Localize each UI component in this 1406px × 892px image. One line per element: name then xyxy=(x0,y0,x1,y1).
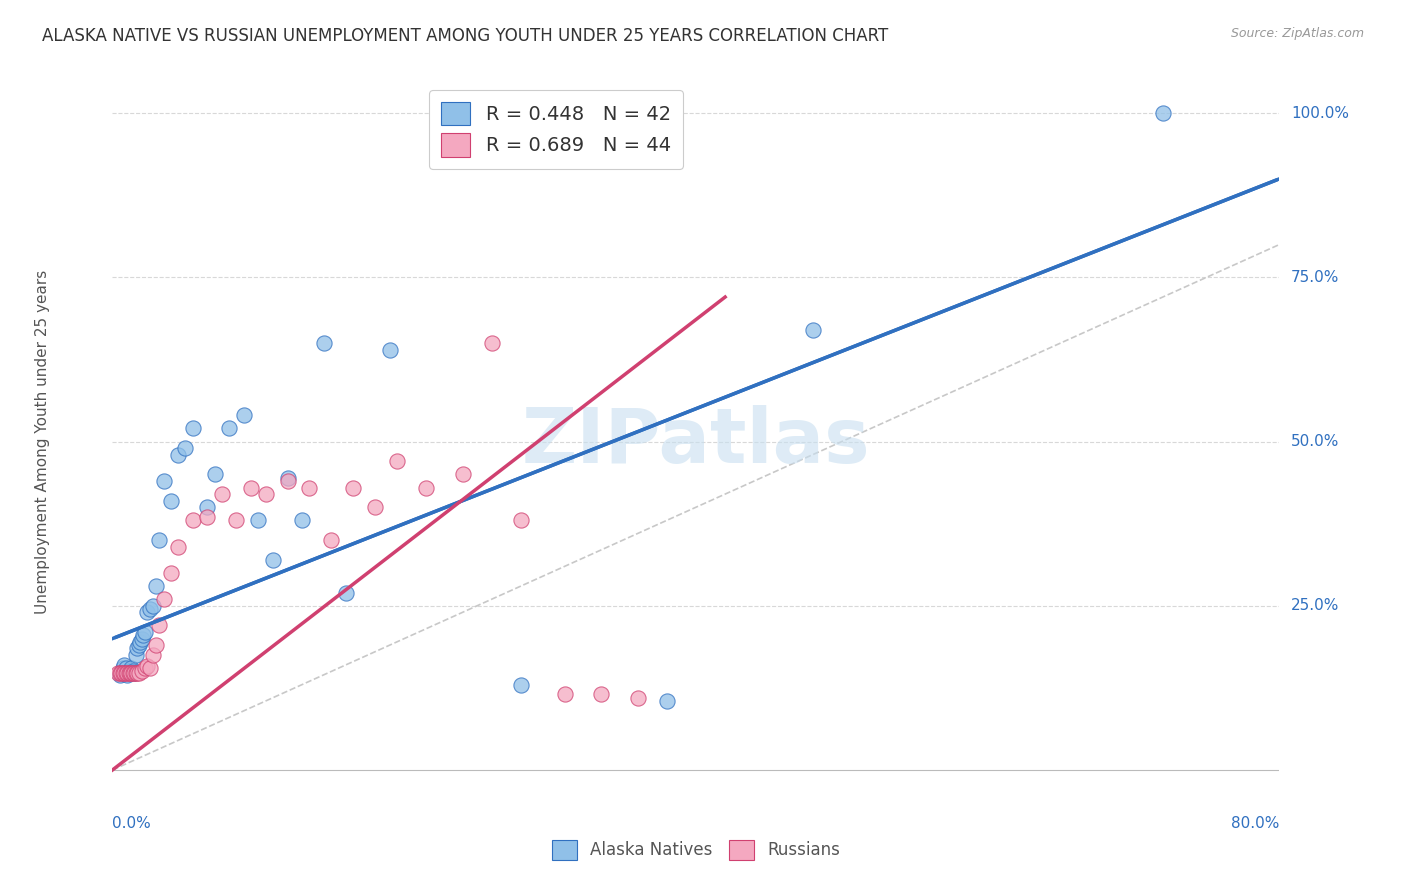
Point xyxy=(124,665,146,680)
Point xyxy=(415,481,437,495)
Point xyxy=(174,441,197,455)
Text: 25.0%: 25.0% xyxy=(1291,599,1340,613)
Point xyxy=(218,421,240,435)
Point xyxy=(225,513,247,527)
Point xyxy=(142,599,165,613)
Point xyxy=(152,592,174,607)
Point xyxy=(142,648,165,662)
Point xyxy=(129,635,152,649)
Point xyxy=(627,690,650,705)
Point xyxy=(181,513,204,527)
Point xyxy=(124,665,146,680)
Point xyxy=(195,500,218,515)
Point xyxy=(167,540,190,554)
Point xyxy=(136,605,159,619)
Point xyxy=(385,454,408,468)
Point xyxy=(136,659,159,673)
Point xyxy=(591,687,613,701)
Point xyxy=(108,667,131,681)
Point xyxy=(112,657,135,672)
Text: ALASKA NATIVE VS RUSSIAN UNEMPLOYMENT AMONG YOUTH UNDER 25 YEARS CORRELATION CHA: ALASKA NATIVE VS RUSSIAN UNEMPLOYMENT AM… xyxy=(42,27,889,45)
Point xyxy=(364,500,387,515)
Point xyxy=(117,665,139,679)
Point xyxy=(181,421,204,435)
Point xyxy=(312,336,335,351)
Point xyxy=(451,467,474,482)
Text: ZIPatlas: ZIPatlas xyxy=(522,405,870,478)
Point xyxy=(481,336,503,351)
Point xyxy=(118,665,141,679)
Point xyxy=(167,448,190,462)
Point xyxy=(160,493,183,508)
Point xyxy=(509,513,531,527)
Point xyxy=(115,667,138,681)
Point xyxy=(342,481,364,495)
Point xyxy=(118,665,141,680)
Point xyxy=(110,665,132,680)
Point xyxy=(128,665,150,680)
Point xyxy=(139,661,162,675)
Point xyxy=(195,510,218,524)
Text: Source: ZipAtlas.com: Source: ZipAtlas.com xyxy=(1230,27,1364,40)
Point xyxy=(111,661,134,675)
Point xyxy=(131,632,153,646)
Point xyxy=(145,579,167,593)
Point xyxy=(117,665,139,680)
Text: 0.0%: 0.0% xyxy=(112,816,152,831)
Point xyxy=(291,513,314,527)
Point xyxy=(321,533,343,547)
Point xyxy=(276,474,298,488)
Point xyxy=(276,471,298,485)
Point xyxy=(655,694,678,708)
Point xyxy=(211,487,233,501)
Point xyxy=(125,648,148,662)
Text: 80.0%: 80.0% xyxy=(1232,816,1279,831)
Legend: Alaska Natives, Russians: Alaska Natives, Russians xyxy=(546,833,846,867)
Text: 50.0%: 50.0% xyxy=(1291,434,1340,449)
Point xyxy=(554,687,576,701)
Point xyxy=(115,665,138,680)
Point xyxy=(160,566,183,580)
Text: Unemployment Among Youth under 25 years: Unemployment Among Youth under 25 years xyxy=(35,269,51,614)
Point xyxy=(1152,106,1174,120)
Point xyxy=(127,641,149,656)
Point xyxy=(204,467,226,482)
Point xyxy=(111,665,134,680)
Point xyxy=(134,661,156,675)
Point xyxy=(298,481,321,495)
Point xyxy=(240,481,263,495)
Point xyxy=(132,628,155,642)
Point xyxy=(125,665,148,680)
Point xyxy=(801,323,824,337)
Point xyxy=(148,618,170,632)
Point xyxy=(122,665,145,680)
Point xyxy=(262,553,284,567)
Point xyxy=(152,474,174,488)
Point xyxy=(120,661,142,675)
Point xyxy=(127,665,149,680)
Point xyxy=(232,409,254,423)
Point xyxy=(145,638,167,652)
Point xyxy=(148,533,170,547)
Point xyxy=(120,665,142,680)
Point xyxy=(131,665,153,679)
Point xyxy=(114,661,136,675)
Point xyxy=(139,602,162,616)
Point xyxy=(335,585,357,599)
Point xyxy=(108,665,131,680)
Point xyxy=(122,665,145,679)
Point xyxy=(114,665,136,680)
Point xyxy=(254,487,277,501)
Text: 100.0%: 100.0% xyxy=(1291,105,1350,120)
Point xyxy=(128,638,150,652)
Point xyxy=(107,665,129,680)
Point xyxy=(247,513,270,527)
Point xyxy=(509,677,531,691)
Point xyxy=(378,343,401,357)
Point xyxy=(112,665,135,680)
Text: 75.0%: 75.0% xyxy=(1291,270,1340,285)
Point xyxy=(134,625,156,640)
